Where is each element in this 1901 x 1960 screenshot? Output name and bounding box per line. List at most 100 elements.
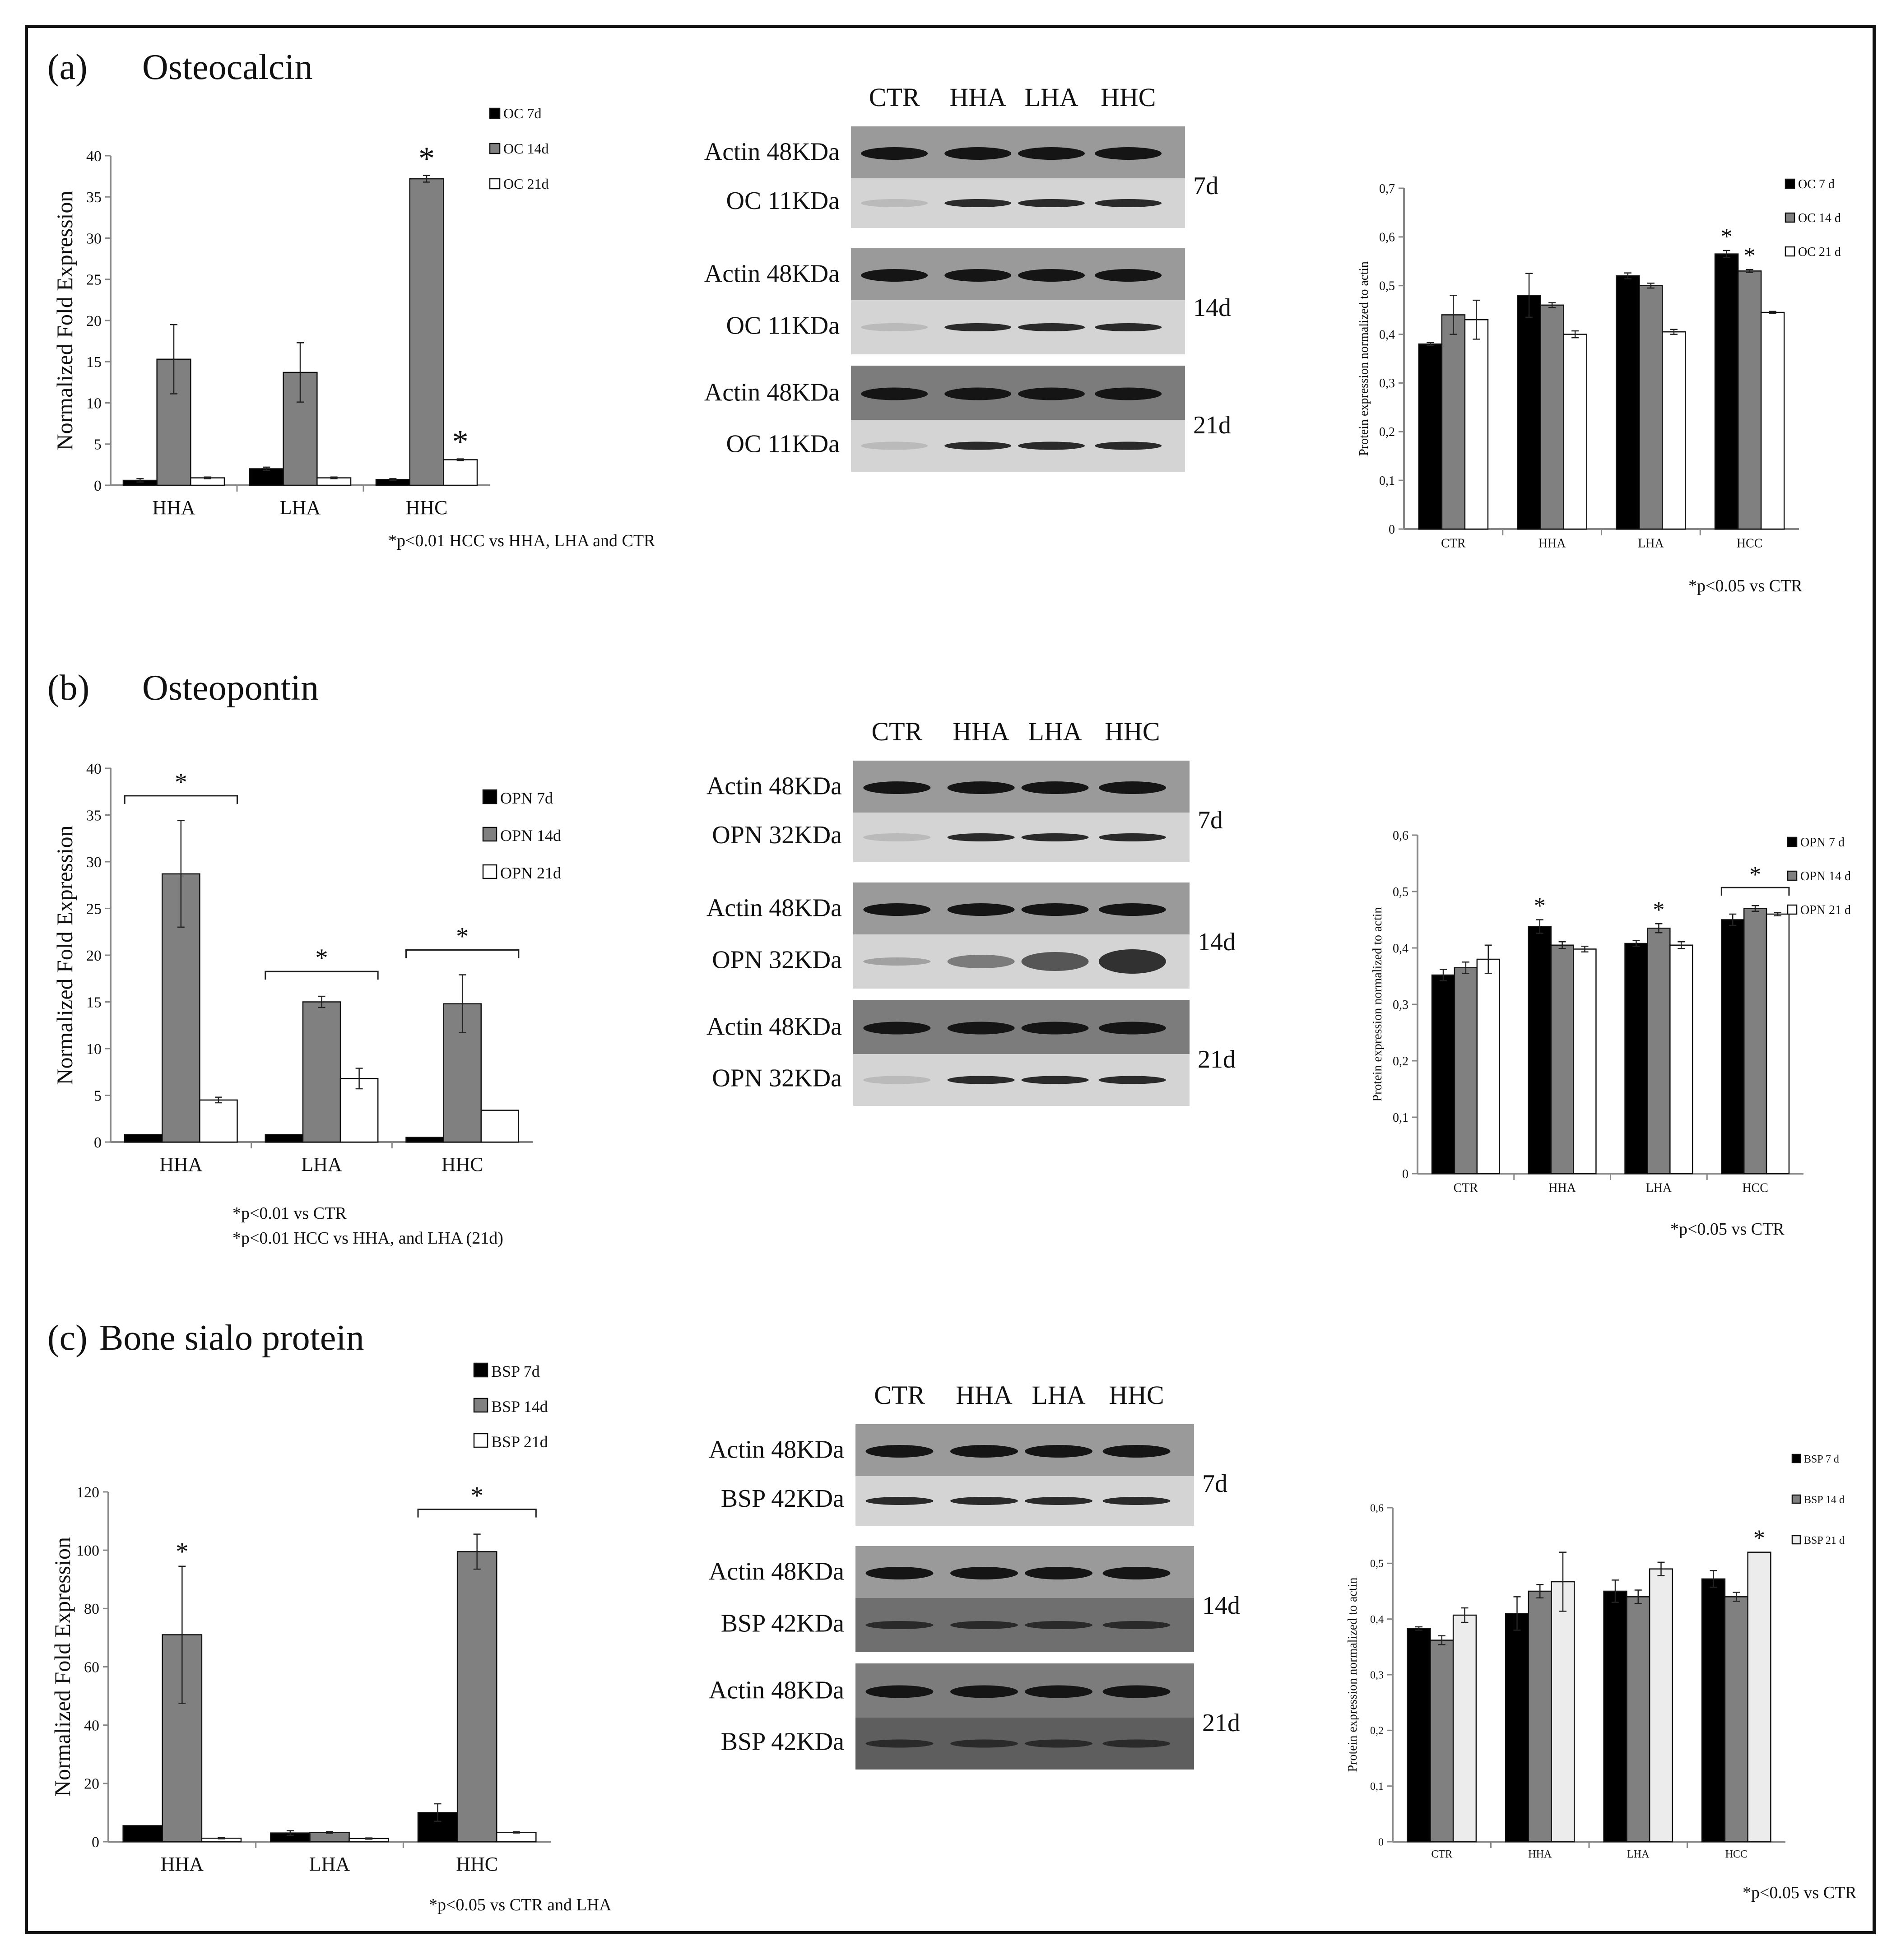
blot-band bbox=[950, 1621, 1018, 1629]
a-qpcr-y-tick-label: 5 bbox=[94, 437, 102, 453]
b-prot-y-tick-label: 0,3 bbox=[1393, 998, 1408, 1012]
b-prot-bar-CTR-1 bbox=[1454, 967, 1478, 1175]
blot-band bbox=[863, 957, 931, 966]
c-qpcr-significance-star: * bbox=[176, 1538, 188, 1566]
blot-band bbox=[950, 1497, 1018, 1505]
b-prot-y-tick-label: 0,1 bbox=[1393, 1111, 1408, 1125]
blot-band bbox=[947, 903, 1015, 916]
blot-band bbox=[1025, 1621, 1092, 1629]
blot-band bbox=[863, 833, 931, 841]
blot-band bbox=[865, 1567, 934, 1579]
c-prot-bar-HHA-1 bbox=[1528, 1590, 1552, 1843]
a-qpcr-legend-label: OC 21d bbox=[503, 176, 548, 192]
b-qpcr-x-tick-label: HHC bbox=[442, 1153, 483, 1175]
panel-title-a: Osteocalcin bbox=[142, 47, 313, 87]
a-qpcr-y-tick-label: 20 bbox=[86, 313, 102, 330]
b-prot-x-tick-label: HCC bbox=[1742, 1181, 1768, 1195]
c-qpcr-x-tick-label: HHC bbox=[456, 1853, 498, 1875]
protein-note-a: *p<0.05 vs CTR bbox=[1688, 576, 1803, 595]
c-qpcr-legend-swatch bbox=[473, 1398, 488, 1413]
blot-row-label: OC 11KDa bbox=[726, 430, 840, 458]
c-qpcr-significance-bracket bbox=[417, 1509, 537, 1518]
blot-day-label-14d: 14d bbox=[1198, 928, 1236, 956]
a-prot-y-tick-label: 0,7 bbox=[1379, 182, 1395, 196]
blot-band bbox=[944, 269, 1012, 282]
b-qpcr-legend-swatch bbox=[482, 827, 497, 842]
b-qpcr-y-tick-label: 30 bbox=[86, 854, 102, 871]
a-prot-bar-HCC-1 bbox=[1737, 270, 1762, 530]
c-prot-bar-CTR-0 bbox=[1407, 1628, 1431, 1843]
a-qpcr-significance-star: * bbox=[452, 424, 469, 460]
blot-lane-label-CTR: CTR bbox=[869, 83, 920, 112]
blot-band bbox=[1025, 1497, 1092, 1505]
blot-band bbox=[1095, 269, 1162, 282]
b-qpcr-legend-swatch bbox=[482, 789, 497, 804]
blot-band bbox=[1021, 952, 1089, 971]
b-prot-significance-bracket bbox=[1720, 887, 1790, 896]
blot-lane-label-CTR: CTR bbox=[871, 717, 922, 746]
b-qpcr-significance-star: * bbox=[316, 944, 328, 972]
blot-lane-label-HHC: HHC bbox=[1101, 83, 1156, 112]
c-qpcr-bar-HHC-2 bbox=[496, 1832, 537, 1843]
c-qpcr-y-tick-label: 0 bbox=[92, 1834, 99, 1851]
blot-row-label: OPN 32KDa bbox=[712, 1064, 842, 1092]
a-qpcr-y-tick-label: 35 bbox=[86, 189, 102, 206]
b-prot-legend-label: OPN 14 d bbox=[1800, 869, 1851, 883]
blot-lane-label-HHA: HHA bbox=[953, 717, 1009, 746]
blot-band bbox=[861, 199, 928, 207]
c-qpcr-y-tick-label: 60 bbox=[84, 1659, 99, 1676]
a-qpcr-legend-swatch bbox=[489, 107, 501, 119]
blot-row-label: OC 11KDa bbox=[726, 311, 840, 339]
b-prot-y-tick-label: 0,5 bbox=[1393, 885, 1408, 899]
a-qpcr-x-tick-label: LHA bbox=[280, 497, 321, 519]
blot-day-label-14d: 14d bbox=[1193, 294, 1231, 322]
blot-row-label: BSP 42KDa bbox=[721, 1485, 844, 1513]
b-prot-bar-LHA-2 bbox=[1669, 944, 1693, 1175]
blot-band bbox=[1098, 949, 1166, 974]
b-prot-bar-HHA-1 bbox=[1550, 944, 1574, 1175]
c-qpcr-significance-star: * bbox=[471, 1482, 483, 1510]
blot-row-label: Actin 48KDa bbox=[704, 379, 840, 407]
blot-row-label: Actin 48KDa bbox=[704, 260, 840, 288]
c-prot-y-axis-label: Protein expression normalized to actin bbox=[1346, 1578, 1360, 1772]
b-prot-legend-swatch bbox=[1787, 870, 1798, 881]
blot-lane-label-LHA: LHA bbox=[1024, 83, 1078, 112]
a-prot-legend-label: OC 14 d bbox=[1798, 211, 1841, 225]
blot-band bbox=[1098, 1022, 1166, 1035]
a-qpcr-x-tick-label: HHA bbox=[152, 497, 195, 519]
blot-band bbox=[865, 1497, 934, 1505]
a-qpcr-bar-HHC-1 bbox=[409, 178, 444, 486]
b-prot-legend-label: OPN 21 d bbox=[1800, 903, 1851, 917]
c-prot-y-tick-label: 0,3 bbox=[1370, 1669, 1384, 1681]
a-qpcr-significance-star: * bbox=[418, 140, 435, 176]
blot-band bbox=[1018, 199, 1085, 207]
c-qpcr-legend-swatch bbox=[473, 1433, 488, 1448]
b-prot-bar-HCC-0 bbox=[1721, 919, 1745, 1175]
blot-row-label: BSP 42KDa bbox=[721, 1609, 844, 1637]
blot-band bbox=[861, 269, 928, 282]
blot-band bbox=[865, 1739, 934, 1748]
b-qpcr-x-tick-label: LHA bbox=[301, 1153, 342, 1175]
b-qpcr-bar-LHA-0 bbox=[265, 1134, 304, 1143]
a-prot-bar-CTR-1 bbox=[1441, 314, 1466, 530]
blot-band bbox=[863, 1022, 931, 1035]
blot-lane-label-HHC: HHC bbox=[1109, 1380, 1164, 1410]
b-prot-bar-HCC-1 bbox=[1743, 908, 1767, 1175]
blot-band bbox=[861, 441, 928, 450]
b-qpcr-y-tick-label: 5 bbox=[94, 1087, 102, 1104]
a-prot-bar-LHA-1 bbox=[1639, 285, 1663, 530]
blot-band bbox=[1102, 1621, 1171, 1629]
b-qpcr-legend-label: OPN 21d bbox=[500, 864, 561, 882]
c-prot-y-tick-label: 0,1 bbox=[1370, 1781, 1384, 1793]
c-prot-x-tick-label: CTR bbox=[1431, 1849, 1452, 1860]
a-prot-y-tick-label: 0,2 bbox=[1379, 425, 1395, 439]
a-prot-y-tick-label: 0,6 bbox=[1379, 231, 1395, 245]
blot-band bbox=[1102, 1739, 1171, 1748]
a-qpcr-y-tick-label: 0 bbox=[94, 478, 102, 494]
blot-row-label: OC 11KDa bbox=[726, 187, 840, 215]
a-qpcr-x-tick-label: HHC bbox=[406, 497, 448, 519]
a-qpcr-legend-swatch bbox=[489, 143, 501, 154]
b-prot-y-tick-label: 0,2 bbox=[1393, 1054, 1408, 1068]
qpcr-note-b: *p<0.01 vs CTR bbox=[232, 1204, 347, 1223]
